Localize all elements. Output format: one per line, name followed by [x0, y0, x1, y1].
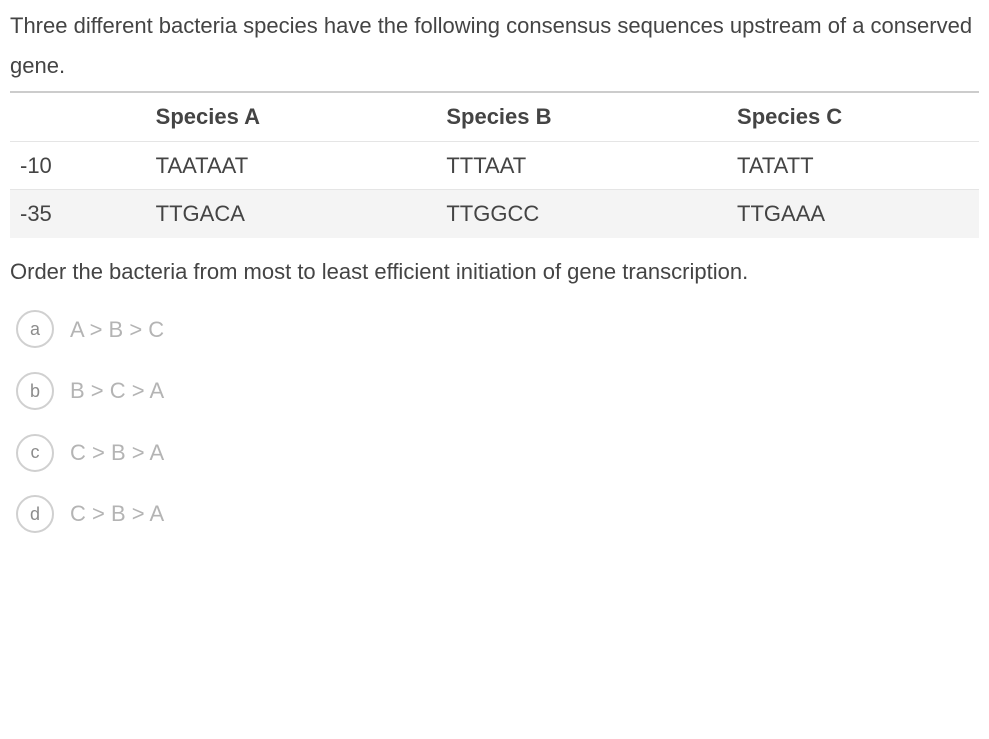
option-key: d	[30, 498, 40, 530]
question-prompt: Order the bacteria from most to least ef…	[10, 252, 979, 292]
table-row: -10 TAATAAT TTTAAT TATATT	[10, 141, 979, 190]
option-key-circle: c	[16, 434, 54, 472]
table-header-species-b: Species B	[436, 92, 727, 141]
option-a[interactable]: a A > B > C	[16, 310, 979, 350]
table-row: -35 TTGACA TTGGCC TTGAAA	[10, 190, 979, 238]
option-key-circle: d	[16, 495, 54, 533]
option-c[interactable]: c C > B > A	[16, 433, 979, 473]
cell: TTGACA	[146, 190, 437, 238]
cell: TATATT	[727, 141, 979, 190]
option-key: a	[30, 313, 40, 345]
option-key: b	[30, 375, 40, 407]
option-key: c	[31, 436, 40, 468]
option-key-circle: a	[16, 310, 54, 348]
option-d[interactable]: d C > B > A	[16, 494, 979, 534]
table-header-blank	[10, 92, 146, 141]
cell: TTTAAT	[436, 141, 727, 190]
consensus-table: Species A Species B Species C -10 TAATAA…	[10, 91, 979, 238]
cell: TTGGCC	[436, 190, 727, 238]
option-b[interactable]: b B > C > A	[16, 371, 979, 411]
table-header-row: Species A Species B Species C	[10, 92, 979, 141]
option-key-circle: b	[16, 372, 54, 410]
row-label-minus10: -10	[10, 141, 146, 190]
option-text: C > B > A	[70, 494, 164, 534]
options-list: a A > B > C b B > C > A c C > B > A d C …	[10, 310, 979, 534]
table-header-species-c: Species C	[727, 92, 979, 141]
table-header-species-a: Species A	[146, 92, 437, 141]
cell: TAATAAT	[146, 141, 437, 190]
question-intro: Three different bacteria species have th…	[10, 6, 979, 85]
option-text: B > C > A	[70, 371, 164, 411]
row-label-minus35: -35	[10, 190, 146, 238]
option-text: C > B > A	[70, 433, 164, 473]
option-text: A > B > C	[70, 310, 164, 350]
cell: TTGAAA	[727, 190, 979, 238]
